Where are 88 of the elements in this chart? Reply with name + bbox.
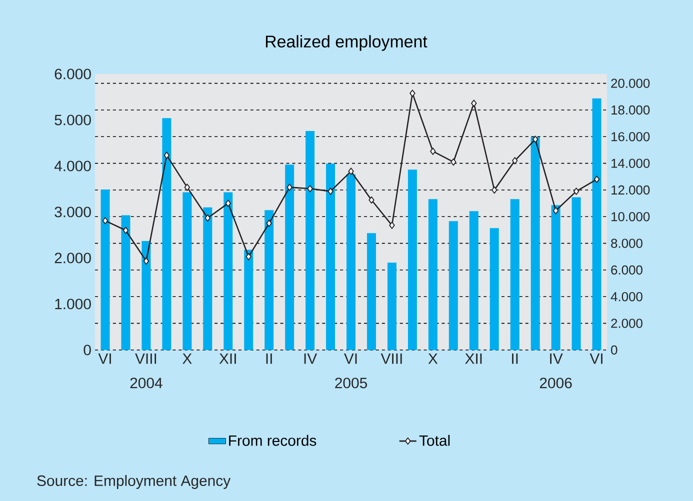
bar <box>264 210 274 350</box>
point <box>410 90 416 97</box>
bar <box>285 164 294 350</box>
y2-tick-label: 2.000 <box>611 318 642 328</box>
point <box>286 184 292 191</box>
x-tick-label: VI <box>98 354 111 364</box>
bar <box>306 131 315 350</box>
point <box>143 257 150 265</box>
point <box>512 157 518 164</box>
x-tick-label: VI <box>344 354 357 364</box>
point <box>430 148 436 155</box>
x-tick-label: IV <box>550 354 563 364</box>
x-tick-label: XII <box>219 354 236 364</box>
point <box>471 100 477 107</box>
point <box>552 207 559 214</box>
bar <box>592 98 602 350</box>
y2-tick-label: 0 <box>611 345 618 355</box>
x-tick-label: IV <box>304 354 318 364</box>
bar <box>366 233 376 350</box>
y2-tick-label: 12.000 <box>612 185 650 195</box>
point <box>594 176 600 183</box>
bar <box>203 207 212 350</box>
point <box>266 220 272 227</box>
y2-tick-label: 16.000 <box>612 132 650 142</box>
bar <box>408 170 417 350</box>
bar <box>100 189 110 350</box>
x-tick-label: VIII <box>135 354 156 364</box>
point <box>348 168 354 175</box>
y2-tick-label: 10.000 <box>612 212 650 222</box>
y2-tick-label: 18.000 <box>612 105 650 115</box>
bar <box>510 199 520 350</box>
legend-label: From records <box>229 434 316 446</box>
x-tick-label: II <box>266 354 272 364</box>
bar <box>162 118 172 350</box>
text: 2006 <box>540 378 572 388</box>
bar <box>182 192 192 350</box>
legend-label: Total <box>419 434 450 446</box>
point <box>122 226 129 234</box>
x-tick-label: VI <box>590 354 602 364</box>
point <box>164 152 170 159</box>
y-tick-label: 2.000 <box>54 252 91 264</box>
y2-tick-label: 14.000 <box>612 158 650 168</box>
y-tick-label: 4.000 <box>54 160 91 172</box>
bar <box>142 240 151 350</box>
bar <box>387 262 396 350</box>
bar <box>224 192 233 350</box>
point <box>389 222 395 229</box>
bar <box>326 164 336 350</box>
point <box>450 158 456 166</box>
point <box>204 214 210 222</box>
chart-title: Realized employment <box>266 35 428 51</box>
point <box>246 253 252 260</box>
point <box>368 196 374 204</box>
x-tick-label: X <box>182 354 192 364</box>
y-tick-label: 6.000 <box>54 68 91 80</box>
y-tick-label: 5.000 <box>54 114 91 126</box>
text: 2004 <box>130 378 162 388</box>
x-tick-label: X <box>428 354 438 364</box>
bar <box>346 174 356 350</box>
source-note: Source: Employment Agency <box>37 475 231 489</box>
bar <box>428 199 438 350</box>
x-tick-label: VIII <box>380 354 402 364</box>
y-tick-label: 1.000 <box>55 298 91 310</box>
y-tick-label: 0 <box>84 344 91 356</box>
x-tick-label: XII <box>465 354 482 364</box>
point <box>102 217 108 224</box>
point <box>532 136 538 143</box>
bar <box>572 197 581 350</box>
text: 2005 <box>335 378 367 388</box>
bar <box>469 211 478 350</box>
point <box>307 185 313 192</box>
bar <box>530 137 540 350</box>
y-tick-label: 3.000 <box>54 206 91 218</box>
bar <box>490 228 499 350</box>
y2-tick-label: 4.000 <box>610 292 642 302</box>
x-tick-label: II <box>512 354 518 364</box>
point <box>573 188 580 195</box>
y2-tick-label: 8.000 <box>611 238 642 248</box>
bar <box>448 221 458 350</box>
point <box>184 184 190 191</box>
point <box>225 200 231 207</box>
y2-tick-label: 20.000 <box>611 78 650 88</box>
bar <box>551 205 560 350</box>
bar <box>121 215 130 350</box>
point <box>328 188 334 195</box>
point <box>492 186 498 194</box>
y2-tick-label: 6.000 <box>611 265 642 275</box>
bar <box>244 250 254 350</box>
